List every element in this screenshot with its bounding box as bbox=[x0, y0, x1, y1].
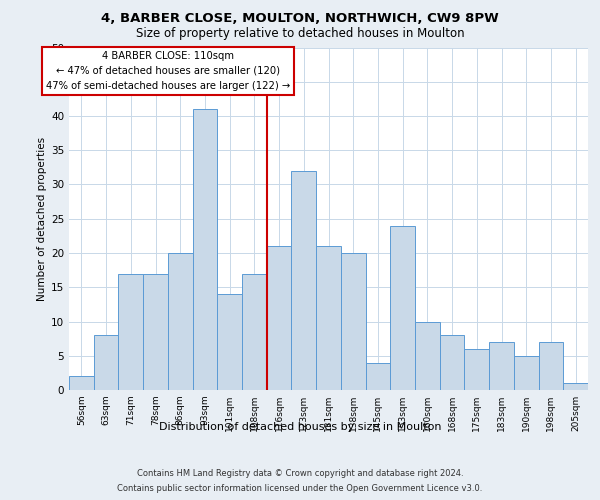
Text: Contains HM Land Registry data © Crown copyright and database right 2024.: Contains HM Land Registry data © Crown c… bbox=[137, 469, 463, 478]
Bar bbox=[118, 274, 143, 390]
Bar bbox=[539, 342, 563, 390]
Bar bbox=[316, 246, 341, 390]
Bar bbox=[143, 274, 168, 390]
Text: Contains public sector information licensed under the Open Government Licence v3: Contains public sector information licen… bbox=[118, 484, 482, 493]
Text: 4, BARBER CLOSE, MOULTON, NORTHWICH, CW9 8PW: 4, BARBER CLOSE, MOULTON, NORTHWICH, CW9… bbox=[101, 12, 499, 26]
Bar bbox=[217, 294, 242, 390]
Y-axis label: Number of detached properties: Number of detached properties bbox=[37, 136, 47, 301]
Text: 4 BARBER CLOSE: 110sqm
← 47% of detached houses are smaller (120)
47% of semi-de: 4 BARBER CLOSE: 110sqm ← 47% of detached… bbox=[46, 51, 290, 90]
Bar bbox=[440, 335, 464, 390]
Bar bbox=[341, 253, 365, 390]
Bar bbox=[365, 362, 390, 390]
Bar bbox=[514, 356, 539, 390]
Bar bbox=[292, 171, 316, 390]
Bar bbox=[563, 383, 588, 390]
Text: Size of property relative to detached houses in Moulton: Size of property relative to detached ho… bbox=[136, 28, 464, 40]
Text: Distribution of detached houses by size in Moulton: Distribution of detached houses by size … bbox=[159, 422, 441, 432]
Bar bbox=[168, 253, 193, 390]
Bar bbox=[415, 322, 440, 390]
Bar bbox=[464, 349, 489, 390]
Bar bbox=[193, 109, 217, 390]
Bar bbox=[390, 226, 415, 390]
Bar bbox=[242, 274, 267, 390]
Bar bbox=[267, 246, 292, 390]
Bar bbox=[94, 335, 118, 390]
Bar bbox=[69, 376, 94, 390]
Bar bbox=[489, 342, 514, 390]
